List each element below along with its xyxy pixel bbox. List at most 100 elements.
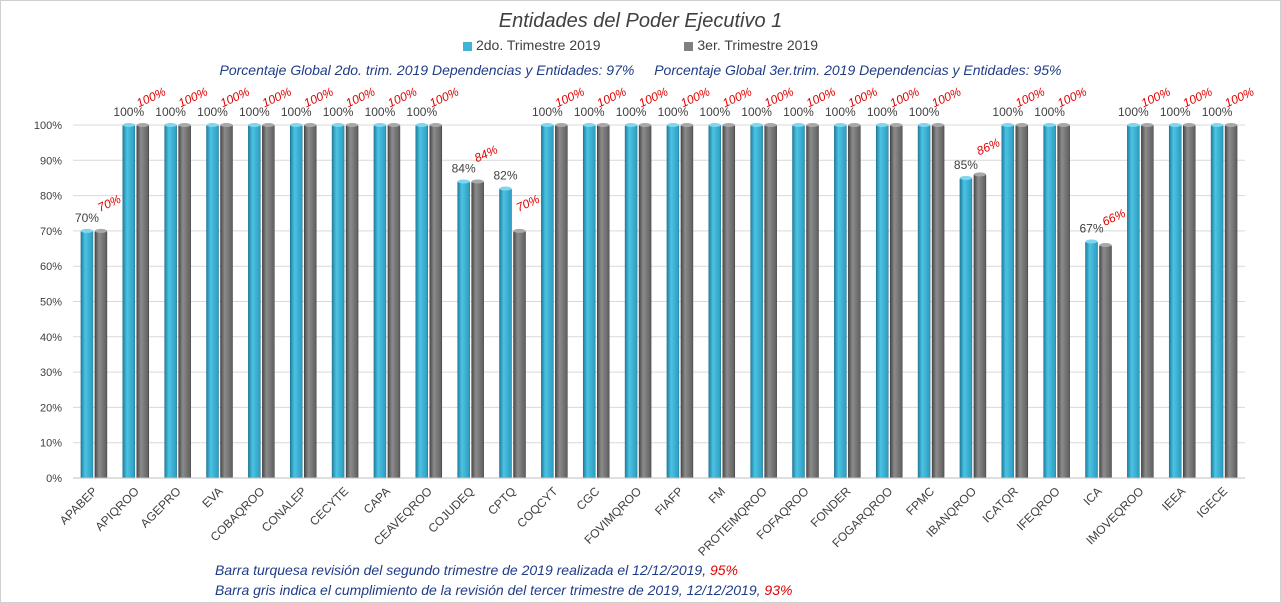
note-line-2: Barra gris indica el cumplimiento de la … bbox=[215, 582, 792, 598]
y-tick-label: 10% bbox=[40, 438, 62, 450]
bar-q2-top bbox=[1085, 239, 1098, 244]
x-tick-label: FIAFP bbox=[652, 484, 686, 518]
bar-q3 bbox=[387, 124, 401, 479]
bar-q3-top bbox=[1141, 123, 1154, 127]
bar-q2 bbox=[289, 124, 303, 479]
bar-q3-top bbox=[1015, 123, 1028, 127]
x-tick-label: CECYTE bbox=[307, 484, 351, 528]
legend-swatch-q2 bbox=[462, 41, 472, 51]
bar-q3 bbox=[513, 230, 526, 479]
legend: 2do. Trimestre 2019 3er. Trimestre 2019 bbox=[0, 37, 1281, 53]
x-tick-label: FPMC bbox=[903, 484, 937, 518]
bar-q2 bbox=[624, 124, 638, 479]
x-tick-label: AGEPRO bbox=[138, 484, 184, 530]
data-label-q2: 100% bbox=[909, 105, 940, 119]
bar-q2 bbox=[206, 124, 219, 479]
bar-q2-top bbox=[1169, 123, 1182, 127]
bar-q2 bbox=[122, 124, 136, 479]
x-tick-label: COJUDEQ bbox=[425, 484, 476, 535]
bar-q2 bbox=[80, 230, 94, 479]
data-label-q2: 100% bbox=[281, 105, 312, 119]
bar-q3 bbox=[94, 230, 108, 479]
x-tick-label: APIQROO bbox=[92, 484, 142, 534]
legend-item-q3: 3er. Trimestre 2019 bbox=[684, 37, 818, 53]
bar-q2-top bbox=[332, 123, 345, 127]
bar-q3 bbox=[262, 124, 275, 479]
bar-q3-top bbox=[932, 123, 945, 127]
y-tick-label: 40% bbox=[40, 332, 62, 344]
bar-q3-top bbox=[220, 123, 233, 127]
bar-q3 bbox=[1182, 124, 1196, 479]
bar-q3 bbox=[303, 124, 317, 479]
bar-q3-top bbox=[639, 123, 652, 127]
bar-q2-top bbox=[373, 123, 386, 127]
bar-q3-top bbox=[848, 123, 861, 127]
data-label-q2: 100% bbox=[1118, 105, 1149, 119]
bar-q3 bbox=[931, 124, 945, 479]
data-label-q3: 100% bbox=[1223, 84, 1257, 110]
bar-q2-top bbox=[583, 123, 596, 127]
bar-q3 bbox=[1099, 244, 1112, 479]
x-tick-label: CPTQ bbox=[485, 484, 518, 517]
note-2-text: Barra gris indica el cumplimiento de la … bbox=[215, 582, 761, 598]
data-label-q2: 100% bbox=[197, 105, 228, 119]
data-label-q2: 67% bbox=[1079, 221, 1103, 235]
y-tick-label: 80% bbox=[40, 191, 62, 203]
bar-q2-top bbox=[164, 123, 177, 127]
bar-q2 bbox=[666, 124, 680, 479]
data-label-q2: 100% bbox=[323, 105, 354, 119]
bar-q2-top bbox=[792, 123, 805, 127]
data-label-q2: 100% bbox=[658, 105, 689, 119]
data-label-q3: 100% bbox=[427, 84, 461, 110]
bar-q3-top bbox=[555, 123, 568, 127]
bar-q3-top bbox=[680, 123, 693, 127]
x-tick-label: EVA bbox=[199, 484, 225, 510]
global-q2-text: Porcentaje Global 2do. trim. 2019 Depend… bbox=[219, 62, 635, 78]
bar-q2 bbox=[1168, 124, 1182, 479]
data-label-q2: 100% bbox=[113, 105, 144, 119]
data-label-q2: 100% bbox=[1160, 105, 1191, 119]
bar-q2-top bbox=[415, 123, 428, 127]
bar-q3-top bbox=[1057, 123, 1070, 127]
bar-q2-top bbox=[457, 179, 470, 184]
legend-swatch-q3 bbox=[684, 41, 694, 51]
bar-q3 bbox=[1057, 124, 1070, 479]
data-label-q2: 100% bbox=[1202, 105, 1233, 119]
data-label-q2: 84% bbox=[452, 161, 476, 175]
data-label-q3: 100% bbox=[930, 84, 964, 110]
y-tick-label: 50% bbox=[40, 297, 62, 309]
data-label-q2: 100% bbox=[741, 105, 772, 119]
bar-q3 bbox=[889, 124, 903, 479]
data-label-q2: 100% bbox=[783, 105, 814, 119]
bar-q3 bbox=[429, 124, 443, 479]
bar-q2 bbox=[248, 124, 261, 479]
y-tick-label: 0% bbox=[46, 473, 62, 485]
bar-q3-top bbox=[1225, 123, 1238, 127]
bar-q3-top bbox=[262, 123, 275, 127]
bar-q2-top bbox=[625, 123, 638, 127]
bar-q2-top bbox=[1001, 123, 1014, 127]
bar-q2-top bbox=[1043, 123, 1056, 127]
bar-q2-top bbox=[80, 228, 93, 233]
data-label-q2: 100% bbox=[155, 105, 186, 119]
bar-q3-top bbox=[764, 123, 777, 127]
bar-q2 bbox=[750, 124, 763, 479]
bar-q2 bbox=[917, 124, 931, 479]
data-label-q2: 100% bbox=[406, 105, 437, 119]
bar-q2 bbox=[1085, 241, 1098, 479]
data-label-q2: 70% bbox=[75, 211, 99, 225]
data-label-q3: 84% bbox=[472, 142, 500, 165]
bar-q3 bbox=[638, 124, 652, 479]
bar-q2-top bbox=[834, 123, 847, 127]
bar-chart: 0%10%20%30%40%50%60%70%80%90%100%70%70%A… bbox=[34, 84, 1257, 558]
data-label-q2: 82% bbox=[493, 169, 517, 183]
legend-label-q3: 3er. Trimestre 2019 bbox=[697, 37, 819, 53]
x-tick-label: IEEA bbox=[1159, 484, 1188, 513]
x-tick-label: APABEP bbox=[57, 484, 100, 527]
bar-q3-top bbox=[387, 123, 400, 127]
bar-q2 bbox=[1001, 124, 1015, 479]
data-label-q2: 100% bbox=[574, 105, 605, 119]
bar-q3 bbox=[764, 124, 777, 479]
x-tick-label: ICATQR bbox=[980, 484, 1022, 526]
data-label-q2: 100% bbox=[825, 105, 856, 119]
